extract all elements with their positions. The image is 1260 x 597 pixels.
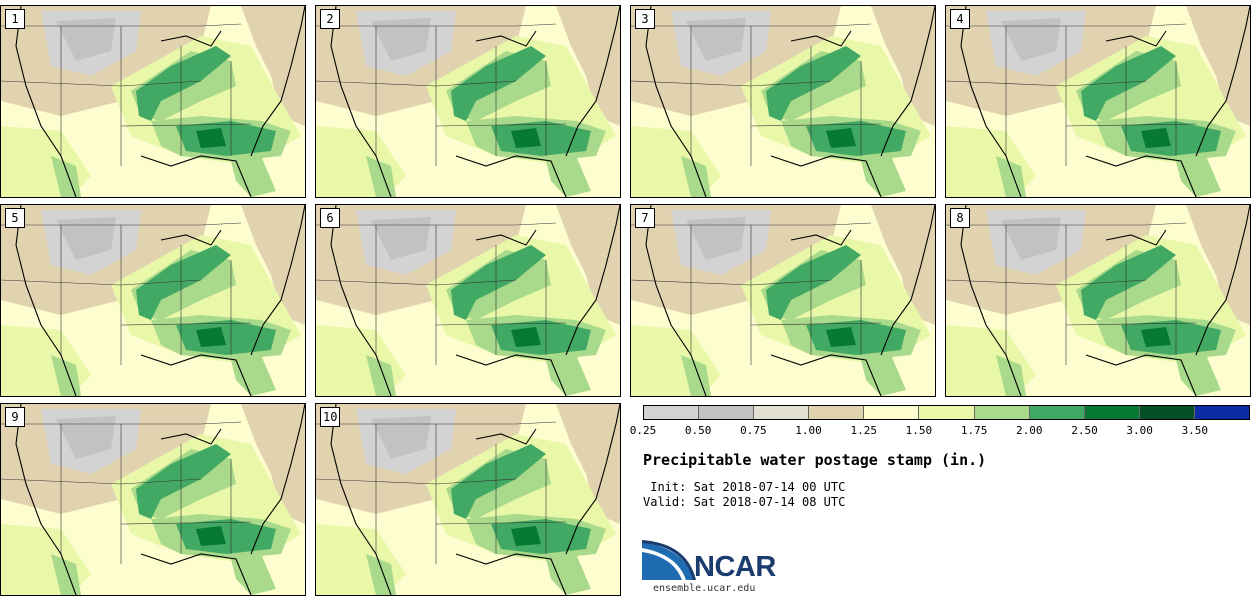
precipitable-water-map <box>946 6 1250 197</box>
member-number-label: 2 <box>320 9 340 29</box>
member-map-panel-9: 9 <box>0 403 306 596</box>
colorbar-swatch <box>1084 406 1140 419</box>
member-map-panel-3: 3 <box>630 5 936 198</box>
member-map-panel-2: 2 <box>315 5 621 198</box>
init-value: Sat 2018-07-14 00 UTC <box>693 480 846 494</box>
ncar-logo-icon <box>642 540 696 580</box>
colorbar-tick-label: 1.00 <box>795 424 822 437</box>
precipitable-water-map <box>1 205 305 396</box>
member-number-label: 3 <box>635 9 655 29</box>
member-map-panel-7: 7 <box>630 204 936 397</box>
member-number-label: 4 <box>950 9 970 29</box>
colorbar-swatch <box>974 406 1030 419</box>
colorbar-swatch <box>919 406 975 419</box>
member-map-panel-10: 10 <box>315 403 621 596</box>
colorbar-tick-label: 0.25 <box>629 424 657 437</box>
precipitable-water-map <box>1 404 305 595</box>
colorbar <box>643 405 1250 420</box>
member-map-panel-6: 6 <box>315 204 621 397</box>
precipitable-water-map <box>1 6 305 197</box>
member-map-panel-4: 4 <box>945 5 1251 198</box>
precipitable-water-map <box>316 404 620 595</box>
init-time: Init: Sat 2018-07-14 00 UTC <box>643 480 845 494</box>
member-number-label: 9 <box>5 407 25 427</box>
ncar-logo-text: NCAR <box>694 551 776 583</box>
precipitable-water-map <box>316 6 620 197</box>
colorbar-tick-label: 3.50 <box>1181 424 1209 437</box>
member-map-panel-1: 1 <box>0 5 306 198</box>
colorbar-tick-label: 2.50 <box>1071 424 1098 437</box>
member-number-label: 5 <box>5 208 25 228</box>
valid-time: Valid: Sat 2018-07-14 08 UTC <box>643 495 845 509</box>
precipitable-water-map <box>631 205 935 396</box>
valid-value: Sat 2018-07-14 08 UTC <box>693 495 846 509</box>
colorbar-tick-label: 2.00 <box>1016 424 1043 437</box>
colorbar-tick-label: 1.75 <box>960 424 988 437</box>
colorbar-tick-label: 0.50 <box>684 424 712 437</box>
member-number-label: 10 <box>320 407 341 427</box>
member-number-label: 1 <box>5 9 25 29</box>
member-number-label: 6 <box>320 208 340 228</box>
colorbar-tick-label: 0.75 <box>740 424 767 437</box>
member-number-label: 8 <box>950 208 970 228</box>
precipitable-water-map <box>316 205 620 396</box>
page-title: Precipitable water postage stamp (in.) <box>643 451 987 469</box>
site-url: ensemble.ucar.edu <box>653 583 756 594</box>
member-map-panel-8: 8 <box>945 204 1251 397</box>
member-map-panel-5: 5 <box>0 204 306 397</box>
precipitable-water-map <box>631 6 935 197</box>
colorbar-swatch <box>1194 406 1250 419</box>
valid-label: Valid: <box>643 495 687 509</box>
init-label: Init: <box>650 480 687 494</box>
colorbar-swatch <box>1139 406 1195 419</box>
colorbar-swatch <box>809 406 865 419</box>
colorbar-tick-label: 3.00 <box>1126 424 1153 437</box>
colorbar-swatch <box>864 406 920 419</box>
colorbar-swatch <box>1029 406 1085 419</box>
colorbar-tick-label: 1.50 <box>905 424 933 437</box>
colorbar-tick-label: 1.25 <box>850 424 877 437</box>
colorbar-swatch <box>699 406 755 419</box>
member-number-label: 7 <box>635 208 655 228</box>
colorbar-swatch <box>754 406 810 419</box>
colorbar-swatch <box>644 406 700 419</box>
precipitable-water-map <box>946 205 1250 396</box>
